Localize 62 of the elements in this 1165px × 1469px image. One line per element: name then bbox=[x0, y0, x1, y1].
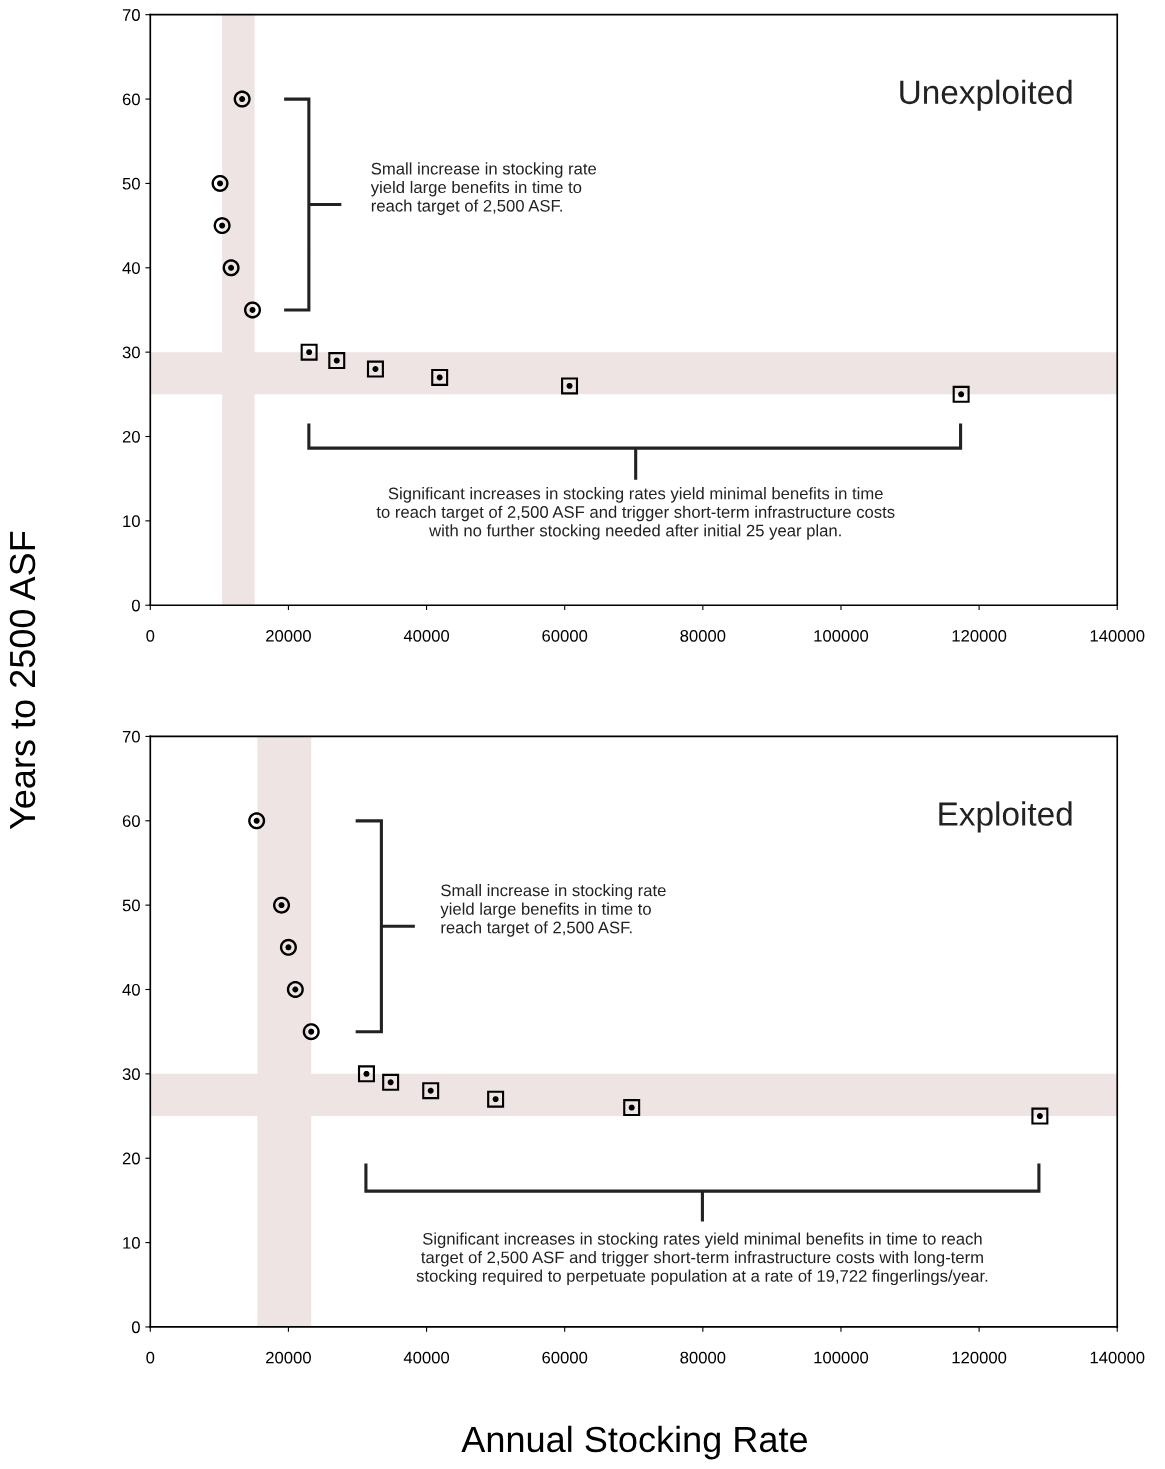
annotation: Unexploited bbox=[900, 79, 1072, 111]
annotation: Significant increases in stocking rates yield minimal benefits in time to reach target of 2,500 ASF and trigger short-term infrastructure costs with no further stocking needed after initial 25 year plan. bbox=[376, 487, 895, 540]
point bbox=[211, 174, 229, 192]
point bbox=[357, 1065, 375, 1083]
x-tick-label: 140000 bbox=[1090, 629, 1145, 642]
annotation: Significant increases in stocking rates yield minimal benefits in time to reach target of 2,500 ASF and trigger short-term infrastructure costs with long-term stocking required to perpetuate population at a rate of 19,722 fingerlings/year. bbox=[416, 1232, 988, 1286]
point bbox=[248, 812, 266, 830]
point bbox=[328, 352, 346, 370]
x-tick-label: 120000 bbox=[952, 1351, 1007, 1364]
x-tick-label: 80000 bbox=[680, 1351, 726, 1364]
point bbox=[222, 259, 240, 277]
x-tick-label: 0 bbox=[146, 1351, 155, 1364]
x-tick-label: 80000 bbox=[680, 629, 726, 642]
x-tick-label: 60000 bbox=[542, 1351, 588, 1364]
y-tick-label: 20 bbox=[122, 1152, 140, 1165]
point bbox=[623, 1099, 641, 1117]
y-tick-label: 10 bbox=[123, 1236, 140, 1249]
point bbox=[213, 217, 231, 235]
point bbox=[952, 385, 970, 403]
point bbox=[382, 1073, 400, 1091]
annotation: Small increase in stocking rate yield large benefits in time to reach target of 2,500 ASF. bbox=[370, 162, 597, 215]
point bbox=[244, 301, 262, 319]
x-tick-label: 100000 bbox=[814, 1351, 869, 1364]
y-tick-label: 60 bbox=[122, 93, 140, 106]
point bbox=[302, 1023, 320, 1041]
x-axis-title: Annual Stocking Rate bbox=[461, 1425, 807, 1460]
y-axis-title: Years to 2500 ASF bbox=[9, 531, 36, 830]
y-tick-label: 60 bbox=[122, 815, 140, 827]
y-tick-label: 70 bbox=[122, 730, 140, 743]
y-tick-label: 30 bbox=[122, 346, 140, 359]
x-tick-label: 20000 bbox=[266, 1351, 311, 1364]
y-tick-label: 50 bbox=[122, 177, 140, 190]
y-tick-label: 40 bbox=[122, 262, 140, 274]
point bbox=[561, 377, 579, 395]
point bbox=[233, 90, 251, 108]
x-tick-label: 40000 bbox=[403, 629, 450, 642]
point bbox=[286, 980, 304, 998]
y-tick-label: 0 bbox=[131, 1321, 140, 1334]
annotation: Small increase in stocking rate yield large benefits in time to reach target of 2,500 ASF. bbox=[440, 884, 666, 937]
y-tick-label: 0 bbox=[131, 599, 140, 612]
x-tick-label: 60000 bbox=[542, 629, 588, 642]
point bbox=[279, 938, 297, 956]
point bbox=[431, 368, 449, 386]
x-tick-label: 0 bbox=[146, 629, 155, 642]
y-tick-label: 30 bbox=[122, 1068, 140, 1081]
x-tick-label: 100000 bbox=[814, 629, 869, 642]
point bbox=[300, 343, 318, 361]
y-tick-label: 70 bbox=[122, 9, 140, 21]
y-tick-label: 40 bbox=[122, 983, 140, 996]
point bbox=[487, 1090, 505, 1108]
y-tick-label: 50 bbox=[122, 899, 140, 912]
y-tick-label: 10 bbox=[123, 515, 140, 528]
x-tick-label: 40000 bbox=[403, 1351, 450, 1364]
x-tick-label: 20000 bbox=[266, 629, 311, 642]
x-tick-label: 120000 bbox=[952, 629, 1007, 642]
point bbox=[366, 360, 384, 378]
point bbox=[422, 1082, 440, 1100]
y-tick-label: 20 bbox=[122, 430, 140, 443]
point bbox=[273, 896, 291, 914]
annotation: Exploited bbox=[939, 801, 1072, 833]
point bbox=[1031, 1107, 1049, 1125]
x-tick-label: 140000 bbox=[1090, 1351, 1145, 1364]
